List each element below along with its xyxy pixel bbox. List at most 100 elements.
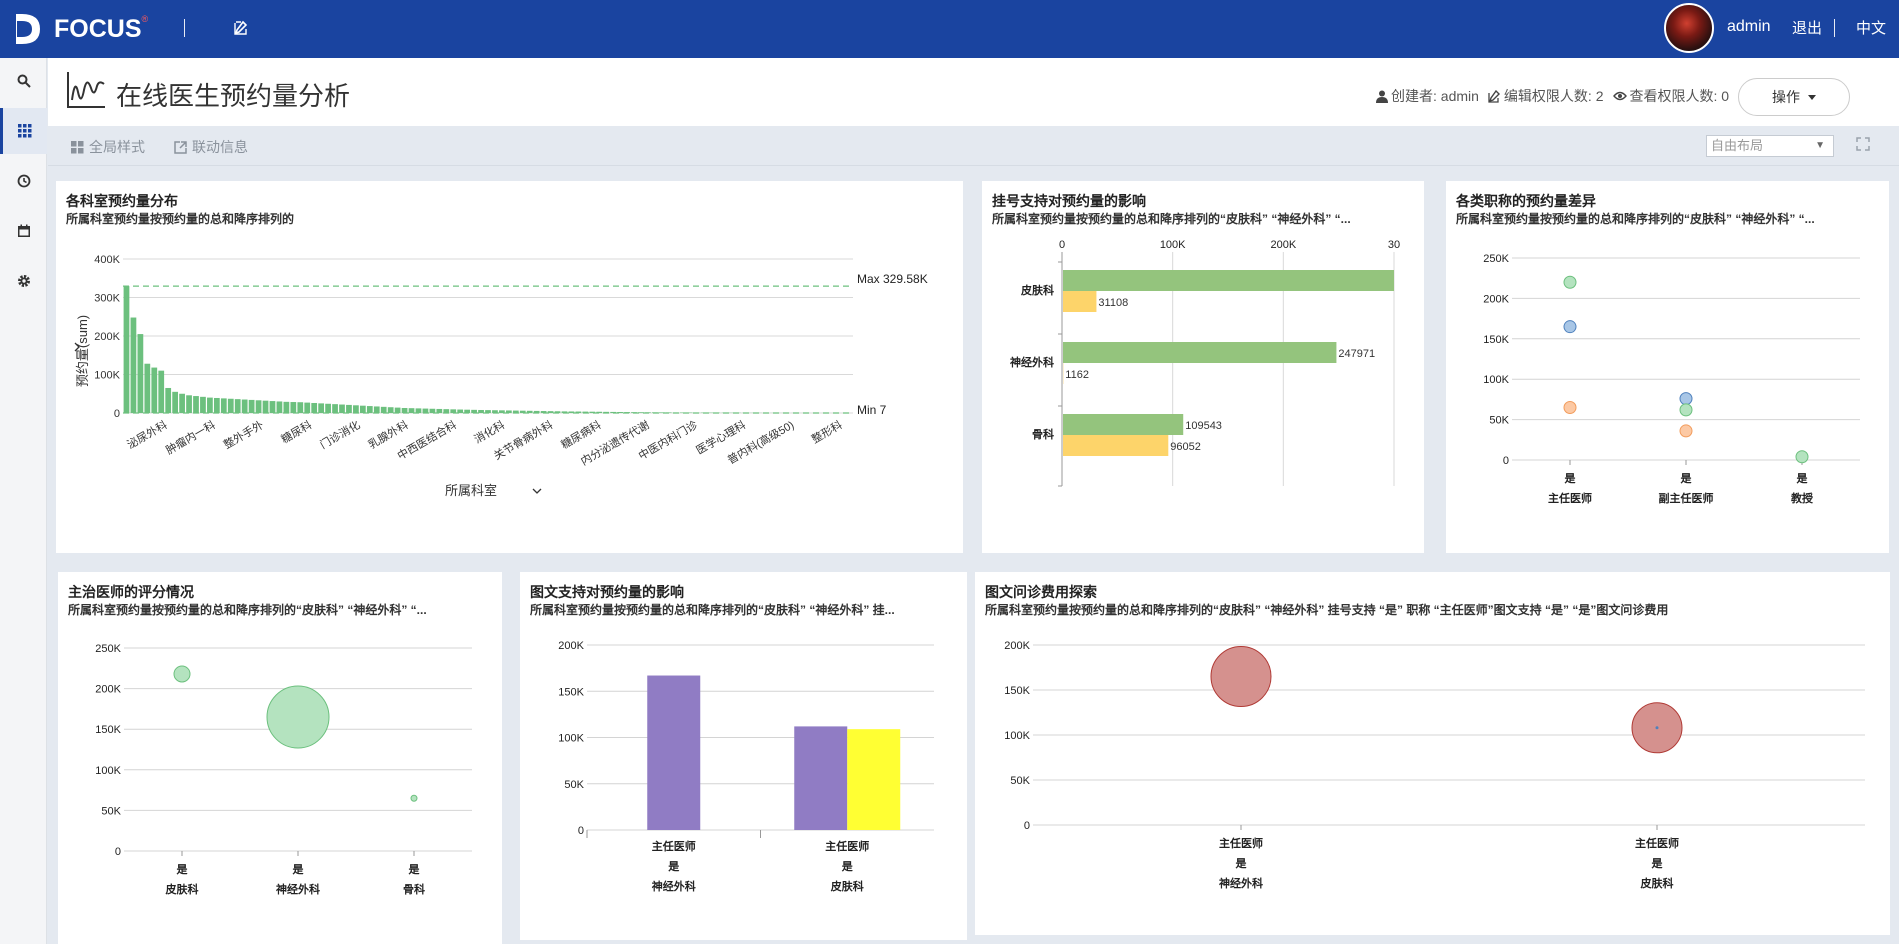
data-point <box>1210 646 1272 707</box>
x-tick-label: 30 <box>1388 239 1400 251</box>
clock-icon <box>17 174 30 188</box>
edit-icon <box>1488 89 1500 103</box>
bar <box>234 399 241 413</box>
bar <box>207 397 213 413</box>
x-tick-label: 是 <box>408 863 421 876</box>
bar <box>436 408 443 413</box>
data-label: 96052 <box>1170 441 1201 453</box>
panel-title: 挂号支持对预约量的影响 <box>992 193 1146 209</box>
x-tick-label: 主任医师 <box>652 839 696 853</box>
bar <box>658 412 665 413</box>
y-tick-label: 150K <box>95 724 121 736</box>
sidebar-calendar[interactable] <box>0 208 47 254</box>
top-bar: FOCUS ® admin 退出 中文 <box>0 0 1899 58</box>
data-point <box>173 665 191 683</box>
x-tick-label: 整外手外 <box>221 417 266 451</box>
data-point <box>410 794 418 802</box>
user-icon <box>1376 90 1388 103</box>
data-point <box>1563 320 1577 334</box>
y-tick-label: 150K <box>1483 334 1509 346</box>
panel-registration-support: 挂号支持对预约量的影响 所属科室预约量按预约量的总和降序排列的“皮肤科” “神经… <box>982 181 1424 553</box>
bar <box>647 675 701 830</box>
panel-title: 图文问诊费用探索 <box>985 584 1097 600</box>
data-point <box>1563 275 1577 289</box>
page-header: 在线医生预约量分析 创建者: admin 编辑权限人数: 2 查看权限人数: 0… <box>48 58 1899 126</box>
sidebar <box>0 58 47 944</box>
bar <box>492 410 498 413</box>
y-tick-label: 50K <box>101 805 121 817</box>
language-switch[interactable]: 中文 <box>1856 20 1887 37</box>
sidebar-settings[interactable] <box>0 258 47 304</box>
logout-link[interactable]: 退出 <box>1792 20 1823 37</box>
y-tick-label: 50K <box>1010 775 1030 787</box>
page-meta: 创建者: admin 编辑权限人数: 2 查看权限人数: 0 <box>1376 86 1729 106</box>
y-tick-label: 200K <box>94 331 120 343</box>
sidebar-history[interactable] <box>0 158 47 204</box>
sidebar-search[interactable] <box>0 58 47 104</box>
bar <box>526 410 533 413</box>
x-tick-label: 整形科 <box>809 417 845 446</box>
layout-select[interactable]: 自由布局 ▼ <box>1706 135 1834 157</box>
bar <box>283 401 290 413</box>
x-tick-label: 教授 <box>1790 491 1814 505</box>
link-info-button[interactable]: 联动信息 <box>174 137 248 157</box>
x-tick-label: 是 <box>667 860 680 873</box>
category-label: 神经外科 <box>1010 355 1054 369</box>
bar <box>512 410 519 413</box>
bar <box>794 726 848 830</box>
y-tick-label: 0 <box>114 408 120 420</box>
bar <box>332 404 338 413</box>
bar <box>269 401 276 413</box>
bar <box>679 412 686 413</box>
panel-title-difference: 各类职称的预约量差异 所属科室预约量按预约量的总和降序排列的“皮肤科” “神经外… <box>1446 181 1889 553</box>
bar <box>450 409 457 413</box>
data-point-center <box>1655 726 1659 730</box>
panel-doctor-rating: 主治医师的评分情况 所属科室预约量按预约量的总和降序排列的“皮肤科” “神经外科… <box>58 572 502 944</box>
user-name[interactable]: admin <box>1727 18 1771 35</box>
bar <box>464 409 471 413</box>
creator-text: 创建者: admin <box>1391 88 1479 104</box>
registration-support-chart: 0 100K 200K 30 皮肤科 31108 神经外科 247971 1162 骨科 10954… <box>1010 239 1400 487</box>
fullscreen-button[interactable] <box>1856 137 1870 156</box>
x-tick-label: 神经外科 <box>276 882 320 896</box>
category-label: 皮肤科 <box>1020 283 1054 297</box>
x-tick-label: 皮肤科 <box>1640 876 1674 890</box>
bar <box>401 407 408 413</box>
bar <box>311 402 318 413</box>
sidebar-dashboard[interactable] <box>0 108 47 154</box>
global-style-button[interactable]: 全局样式 <box>71 137 145 157</box>
bar <box>213 397 220 413</box>
data-label: 247971 <box>1338 348 1375 360</box>
bar <box>847 729 901 830</box>
x-tick-label: 是 <box>1796 472 1809 485</box>
bar <box>1063 291 1097 312</box>
bar <box>485 410 491 413</box>
bar <box>318 403 325 413</box>
bar <box>144 363 151 413</box>
x-tick-label: 主任医师 <box>1219 836 1263 850</box>
edit-icon[interactable] <box>233 20 249 41</box>
avatar[interactable] <box>1664 3 1714 53</box>
dashboard-chart-icon <box>66 70 106 115</box>
calendar-icon <box>17 224 30 237</box>
y-tick-label: 200K <box>558 640 584 652</box>
y-tick-label: 200K <box>1483 293 1509 305</box>
bar <box>123 286 130 413</box>
operations-dropdown[interactable]: 操作 <box>1738 78 1850 116</box>
bar <box>165 387 172 413</box>
panel-dept-distribution: 各科室预约量分布 所属科室预约量按预约量的总和降序排列的 0 100K 200K 30… <box>56 181 963 553</box>
y-tick-label: 300K <box>94 293 120 305</box>
x-tick-label: 骨科 <box>403 882 425 896</box>
app-logo[interactable]: FOCUS ® <box>8 10 148 48</box>
brand-mark: ® <box>141 14 149 24</box>
bar <box>457 409 464 413</box>
data-point <box>1795 450 1809 464</box>
y-tick-label: 150K <box>1004 685 1030 697</box>
caret-down-icon <box>1808 94 1816 100</box>
bar <box>519 410 526 413</box>
link-info-label: 联动信息 <box>192 139 248 155</box>
y-tick-label: 100K <box>558 733 584 745</box>
panel-subtitle: 所属科室预约量按预约量的总和降序排列的 <box>66 212 295 226</box>
x-tick-label: 是 <box>1680 472 1693 485</box>
